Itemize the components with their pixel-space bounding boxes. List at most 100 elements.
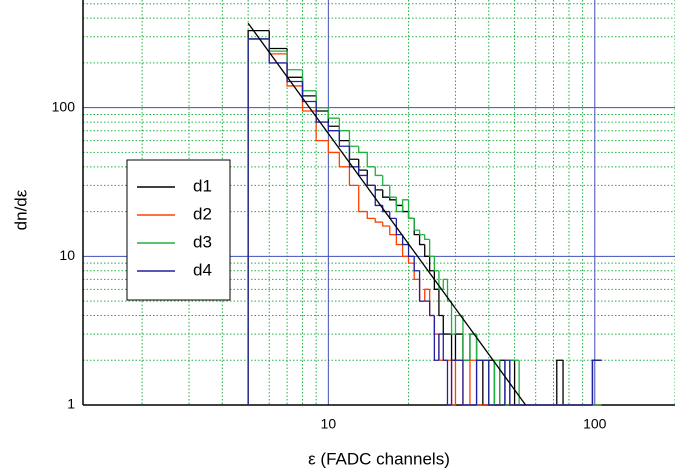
step-bar bbox=[348, 140, 359, 160]
step-bar bbox=[504, 359, 510, 405]
step-bar bbox=[395, 199, 403, 207]
step-bar bbox=[488, 360, 495, 406]
step-bar bbox=[301, 81, 317, 103]
step-bar bbox=[366, 175, 376, 187]
step-bar bbox=[591, 359, 602, 405]
step-bar bbox=[407, 256, 415, 264]
step-bar bbox=[413, 218, 420, 231]
step-bar bbox=[438, 289, 444, 317]
step-bar bbox=[429, 289, 435, 317]
step-bar bbox=[469, 333, 477, 361]
y-axis-label: dn/dε bbox=[11, 189, 30, 230]
step-bar bbox=[395, 197, 403, 213]
step-bar bbox=[493, 359, 500, 405]
step-bar bbox=[366, 152, 376, 168]
y-tick-label: 1 bbox=[67, 396, 75, 412]
step-bar bbox=[469, 359, 477, 405]
step-bar bbox=[401, 205, 409, 213]
x-axis-label: ε (FADC channels) bbox=[308, 449, 450, 468]
step-bar bbox=[338, 130, 350, 147]
step-bar bbox=[338, 126, 350, 142]
step-bar bbox=[348, 130, 359, 147]
step-bar bbox=[509, 359, 515, 405]
x-tick-label: 100 bbox=[583, 416, 607, 432]
step-bar bbox=[454, 359, 463, 405]
step-bar bbox=[348, 166, 359, 187]
step-bar bbox=[442, 334, 448, 361]
step-bar bbox=[327, 140, 340, 154]
step-bar bbox=[358, 185, 368, 213]
step-bar bbox=[315, 95, 329, 112]
step-bar bbox=[499, 359, 505, 405]
step-bar bbox=[513, 360, 520, 406]
step-bar bbox=[382, 222, 390, 227]
step-bar bbox=[509, 360, 515, 406]
step-bar bbox=[247, 38, 270, 405]
step-bar bbox=[338, 118, 350, 132]
step-bar bbox=[395, 218, 403, 236]
legend-label: d1 bbox=[193, 176, 212, 195]
step-bar bbox=[433, 315, 439, 361]
step-bar bbox=[450, 301, 456, 335]
step-bar bbox=[268, 38, 288, 64]
step-bar bbox=[301, 77, 317, 97]
step-bar bbox=[418, 230, 425, 236]
step-bar bbox=[488, 360, 495, 406]
step-bar bbox=[482, 360, 489, 406]
step-bar bbox=[395, 234, 403, 246]
step-bar bbox=[389, 211, 397, 220]
step-bar bbox=[429, 256, 435, 272]
step-bar bbox=[247, 29, 270, 405]
step-bar bbox=[429, 239, 435, 257]
step-bar bbox=[488, 359, 495, 405]
step-bar bbox=[462, 334, 470, 361]
step-bar bbox=[382, 189, 390, 198]
step-bar bbox=[374, 185, 383, 191]
step-bar bbox=[374, 218, 383, 223]
step-bar bbox=[301, 69, 317, 92]
legend-label: d2 bbox=[193, 204, 212, 223]
step-bar bbox=[407, 211, 415, 220]
step-bar bbox=[418, 234, 425, 246]
step-bar bbox=[382, 175, 390, 187]
step-bar bbox=[348, 146, 359, 168]
step-bar bbox=[433, 270, 439, 290]
step-bar bbox=[509, 359, 515, 405]
fit-line bbox=[247, 22, 527, 406]
step-bar bbox=[315, 101, 329, 123]
step-bar bbox=[442, 315, 448, 335]
step-bar bbox=[366, 170, 376, 187]
step-bar bbox=[442, 278, 448, 290]
step-bar bbox=[499, 360, 505, 406]
step-bar bbox=[438, 333, 444, 361]
step-bar bbox=[424, 288, 430, 302]
step-bar bbox=[462, 315, 470, 361]
legend-box bbox=[126, 159, 231, 301]
step-bar bbox=[286, 51, 303, 71]
step-bar bbox=[424, 244, 430, 257]
step-bar bbox=[429, 301, 435, 317]
step-bar bbox=[358, 166, 368, 177]
step-bar bbox=[286, 62, 303, 83]
step-bar bbox=[389, 197, 397, 201]
step-bar bbox=[450, 359, 456, 405]
step-bar bbox=[407, 199, 415, 220]
step-bar bbox=[446, 360, 452, 406]
step-bar bbox=[315, 90, 329, 109]
step-bar bbox=[401, 199, 409, 212]
step-bar bbox=[424, 234, 430, 241]
step-bar bbox=[418, 270, 425, 302]
step-bar bbox=[407, 244, 415, 257]
series-2 bbox=[247, 38, 602, 406]
step-bar bbox=[247, 38, 270, 405]
legend-label: d4 bbox=[193, 260, 212, 279]
x-tick-label: 10 bbox=[321, 416, 337, 432]
step-bar bbox=[366, 211, 376, 220]
step-bar bbox=[389, 225, 397, 236]
step-bar bbox=[418, 279, 425, 302]
step-bar bbox=[462, 360, 470, 406]
step-bar bbox=[433, 256, 439, 272]
step-bar bbox=[475, 359, 483, 405]
step-bar bbox=[433, 315, 439, 335]
